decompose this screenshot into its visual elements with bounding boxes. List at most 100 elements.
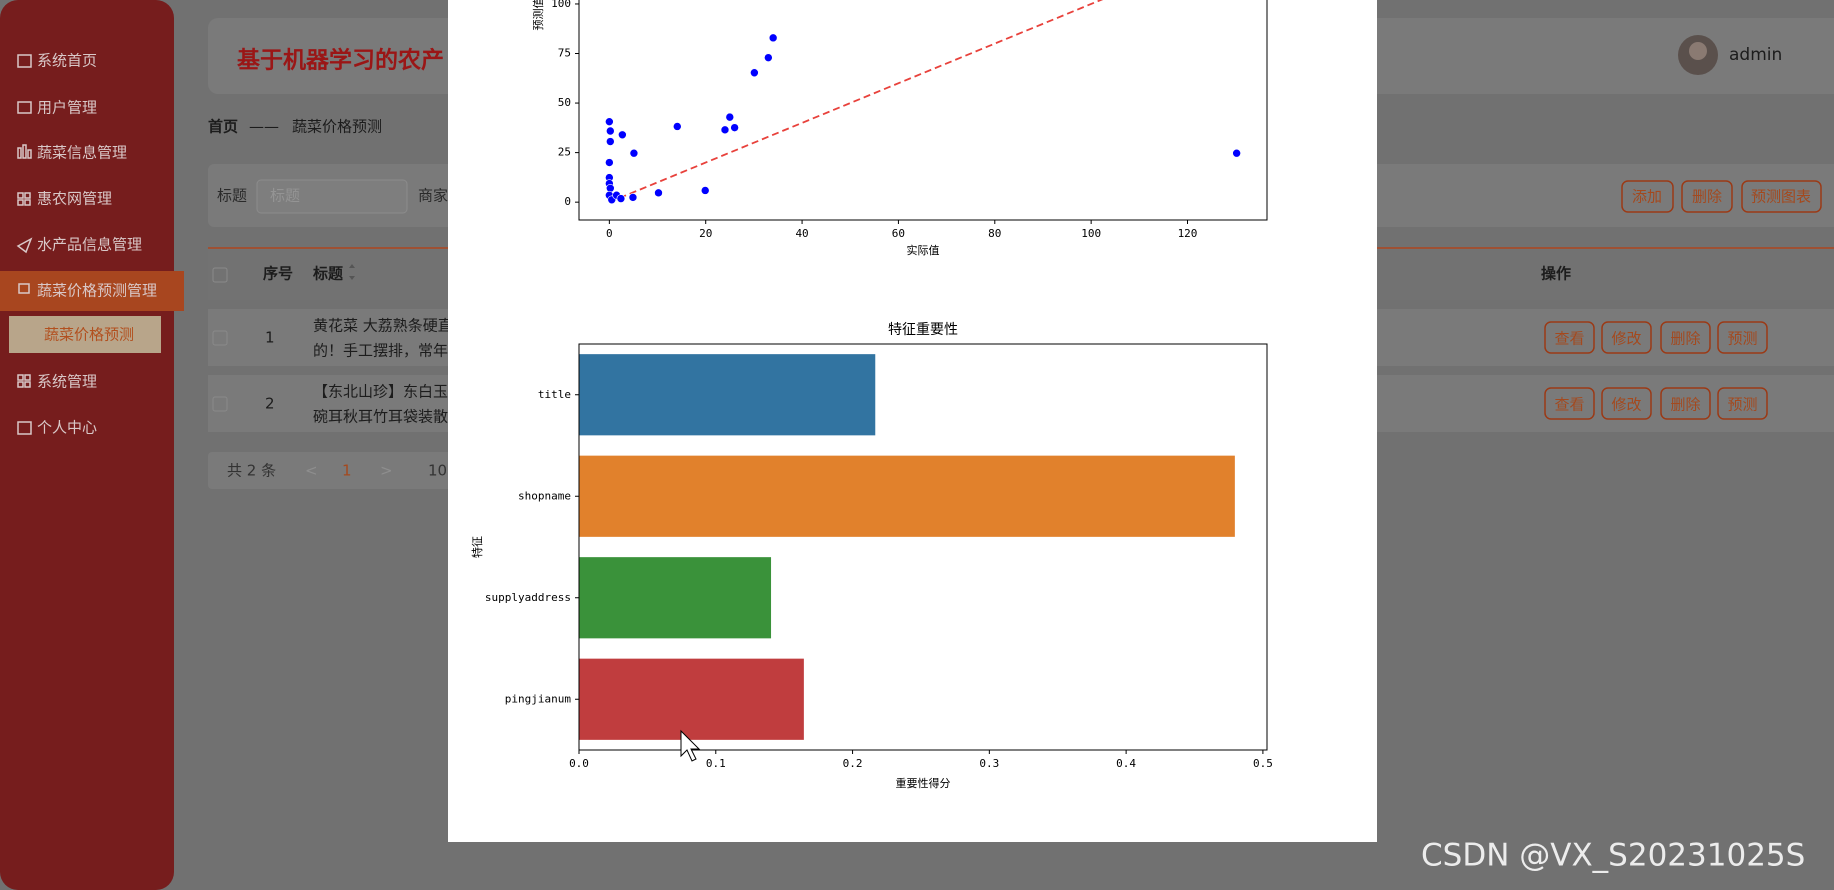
checkbox[interactable] xyxy=(212,396,228,412)
row-title: 黄花菜 大荔熟条硬直发 xyxy=(313,317,468,335)
menu-item[interactable]: 蔬菜价格预测管理 xyxy=(37,282,157,300)
scatter-point xyxy=(618,130,627,140)
menu-item[interactable]: 蔬菜信息管理 xyxy=(37,144,127,162)
x-tick-label: 0.1 xyxy=(706,757,726,770)
x-tick-label: 80 xyxy=(988,227,1001,240)
action-button[interactable] xyxy=(1660,387,1711,420)
action-label[interactable]: 修改 xyxy=(1611,396,1641,414)
menu-item[interactable]: 个人中心 xyxy=(37,419,97,437)
action-label[interactable]: 预测 xyxy=(1727,330,1757,348)
submenu-item[interactable]: 蔬菜价格预测 xyxy=(44,326,134,344)
scatter-point xyxy=(616,194,626,203)
scatter-point xyxy=(606,126,615,136)
pagination-page[interactable]: 1 xyxy=(342,462,352,480)
x-tick-label: 0.2 xyxy=(843,757,863,770)
action-button[interactable] xyxy=(1544,321,1595,354)
mouse-cursor xyxy=(680,729,701,762)
breadcrumb-current: 蔬菜价格预测 xyxy=(292,118,382,136)
site-title: 基于机器学习的农产 xyxy=(237,47,444,74)
avatar-face xyxy=(1689,42,1707,60)
checkbox[interactable] xyxy=(212,267,228,283)
action-button[interactable] xyxy=(1660,321,1711,354)
breadcrumb-home[interactable]: 首页 xyxy=(208,118,238,136)
x-tick-label: 60 xyxy=(892,227,905,240)
action-label[interactable]: 删除 xyxy=(1670,396,1700,414)
bar xyxy=(579,354,876,436)
pagination-card xyxy=(208,452,468,489)
scatter-point xyxy=(764,53,773,62)
y-tick-label: 50 xyxy=(558,96,571,109)
button[interactable] xyxy=(1681,180,1733,213)
button-label[interactable]: 删除 xyxy=(1692,188,1722,206)
scatter-point xyxy=(654,188,663,198)
scatter-point xyxy=(768,33,778,43)
sort-icon[interactable] xyxy=(349,264,355,280)
breadcrumb-separator: —— xyxy=(249,118,279,136)
menu-item[interactable]: 系统首页 xyxy=(37,52,97,70)
y-tick-label: pingjianum xyxy=(505,692,572,705)
row-title: 【东北山珍】东白玉木 xyxy=(313,383,463,401)
x-axis-label: 重要性得分 xyxy=(896,776,951,790)
y-tick-label: supplyaddress xyxy=(485,591,571,604)
search-input[interactable] xyxy=(256,179,408,214)
action-label[interactable]: 删除 xyxy=(1670,330,1700,348)
scatter-point xyxy=(629,148,639,158)
row-index: 2 xyxy=(265,395,275,413)
column-header[interactable]: 标题 xyxy=(312,265,344,283)
row-title: 的！手工摆排，常年供 xyxy=(313,342,463,360)
bar xyxy=(579,557,772,639)
action-button[interactable] xyxy=(1601,387,1652,420)
action-label[interactable]: 预测 xyxy=(1727,396,1757,414)
scatter-point xyxy=(605,158,614,167)
bar xyxy=(579,658,804,740)
x-tick-label: 0.4 xyxy=(1116,757,1136,770)
y-axis-label: 预测值 xyxy=(532,0,545,31)
x-axis-label: 实际值 xyxy=(907,243,940,257)
scatter-point xyxy=(700,186,710,195)
column-header: 操作 xyxy=(1541,265,1571,283)
x-tick-label: 0.0 xyxy=(569,757,589,770)
x-tick-label: 0.3 xyxy=(979,757,999,770)
plot-frame xyxy=(578,0,1268,221)
pagination-size[interactable]: 10 xyxy=(428,462,447,480)
action-button[interactable] xyxy=(1717,387,1768,420)
action-button[interactable] xyxy=(1601,321,1652,354)
scatter-point xyxy=(730,123,739,132)
menu-item[interactable]: 系统管理 xyxy=(37,373,97,391)
x-tick-label: 20 xyxy=(699,227,712,240)
pagination-next[interactable]: > xyxy=(380,462,393,480)
button-label[interactable]: 添加 xyxy=(1632,188,1662,206)
x-tick-label: 100 xyxy=(1081,227,1101,240)
x-tick-label: 0.5 xyxy=(1253,757,1273,770)
y-tick-label: 25 xyxy=(558,146,571,159)
menu-icons xyxy=(16,54,33,435)
y-tick-label: 75 xyxy=(558,47,571,60)
scatter-point xyxy=(672,122,682,131)
action-label[interactable]: 修改 xyxy=(1611,330,1641,348)
scatter-point xyxy=(1232,148,1241,158)
y-tick-label: 100 xyxy=(551,0,571,10)
sidebar xyxy=(0,0,174,890)
menu-item[interactable]: 水产品信息管理 xyxy=(37,236,142,254)
checkbox[interactable] xyxy=(212,330,228,346)
action-label[interactable]: 查看 xyxy=(1554,330,1584,348)
menu-item[interactable]: 惠农网管理 xyxy=(37,190,112,208)
button[interactable] xyxy=(1621,180,1674,213)
action-label[interactable]: 查看 xyxy=(1554,396,1584,414)
menu-item[interactable]: 用户管理 xyxy=(37,99,97,117)
column-header: 序号 xyxy=(263,265,293,283)
action-button[interactable] xyxy=(1544,387,1595,420)
pagination-prev[interactable]: < xyxy=(305,462,318,480)
y-axis-label: 特征 xyxy=(470,536,484,558)
user-name[interactable]: admin xyxy=(1729,45,1782,65)
action-button[interactable] xyxy=(1717,321,1768,354)
scatter-point xyxy=(720,125,730,135)
submenu-bg xyxy=(9,316,161,353)
search-label: 商家 xyxy=(418,187,448,205)
button[interactable] xyxy=(1741,180,1822,213)
scatter-point xyxy=(725,112,735,122)
button-label[interactable]: 预测图表 xyxy=(1751,188,1811,206)
row-index: 1 xyxy=(265,329,275,347)
x-tick-label: 40 xyxy=(795,227,808,240)
